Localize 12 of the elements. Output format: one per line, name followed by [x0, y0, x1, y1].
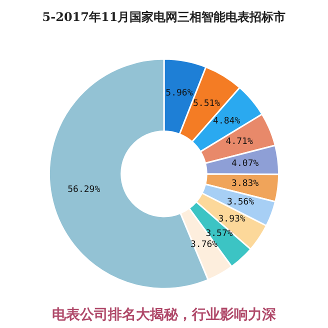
data-label: 3.83%	[232, 179, 260, 190]
chart-title: 5-2017年11月国家电网三相智能电表招标市	[42, 10, 286, 24]
data-label: 3.56%	[227, 197, 255, 208]
data-label: 4.84%	[213, 116, 241, 126]
text: 电表公司排名大揭秘，行业影响力深	[52, 307, 277, 323]
data-label: 3.93%	[218, 214, 246, 224]
data-label: 5.96%	[166, 88, 194, 99]
data-label: 4.71%	[226, 137, 254, 148]
data-label: 3.76%	[190, 240, 218, 250]
data-label: 56.29%	[68, 184, 101, 195]
data-label: 4.07%	[232, 158, 260, 169]
data-label: 5.51%	[192, 99, 221, 110]
